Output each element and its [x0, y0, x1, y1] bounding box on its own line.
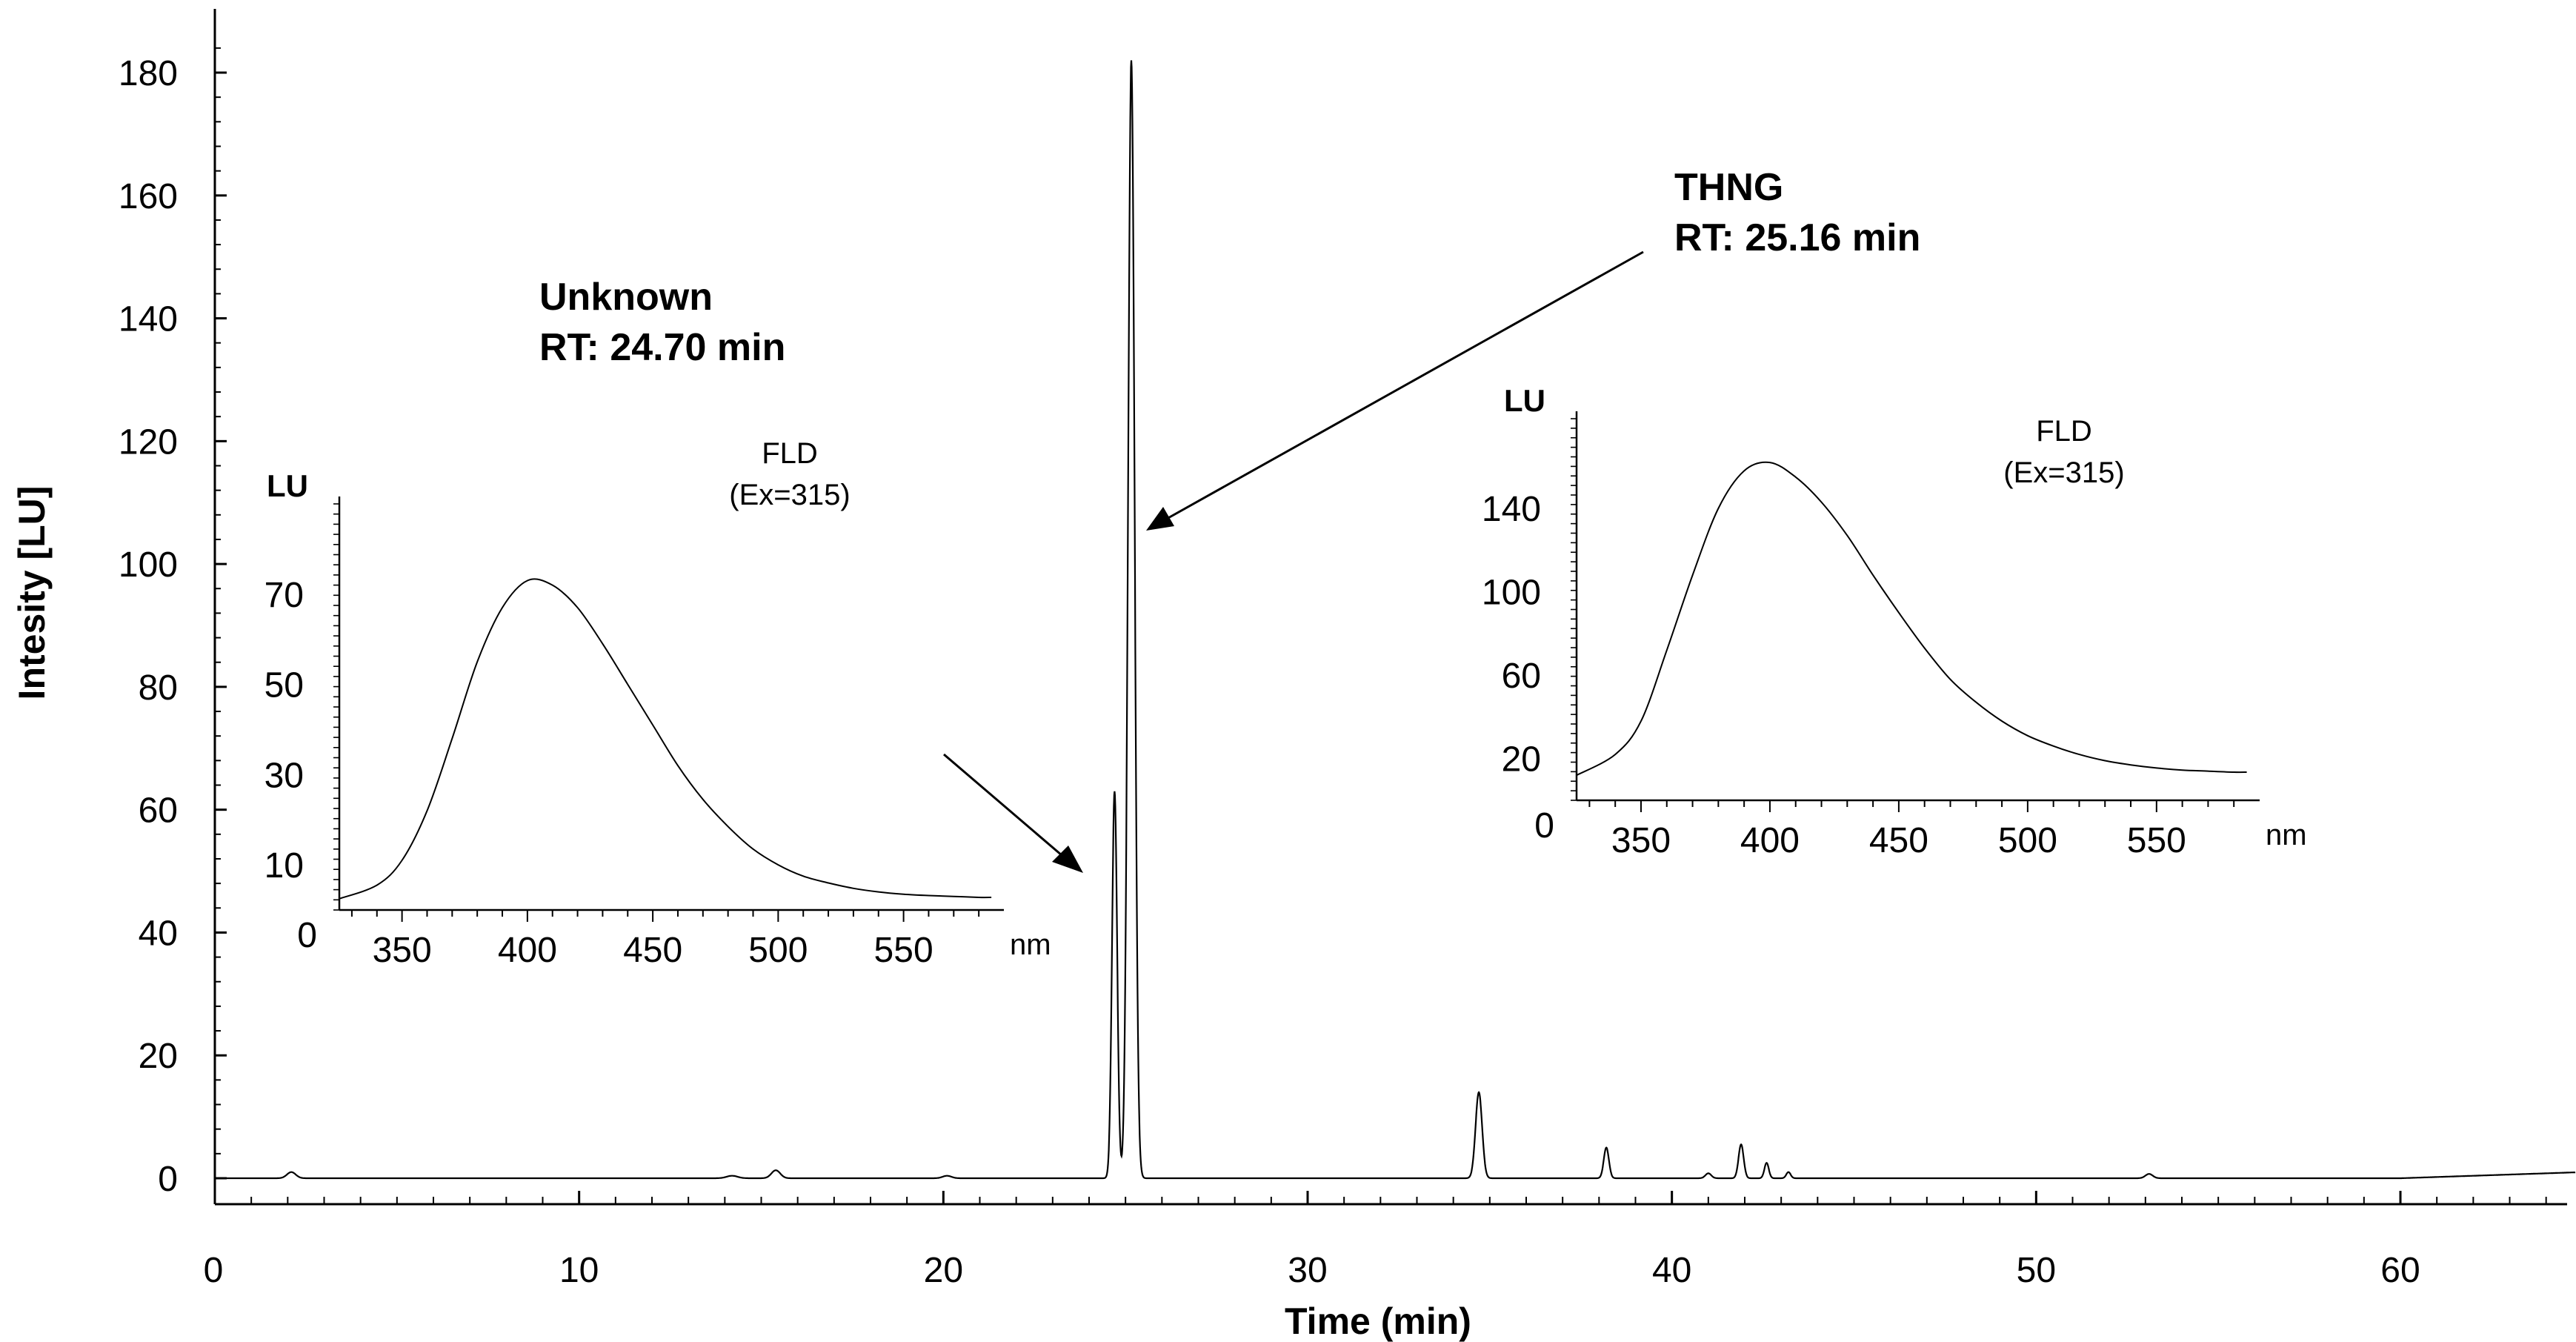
x-tick-label: 20	[924, 1251, 963, 1290]
x-tick-label: 0	[204, 1251, 224, 1290]
x-axis-title: Time (min)	[1285, 1301, 1471, 1342]
inset-title-excitation: (Ex=315)	[2003, 456, 2124, 489]
inset-y-tick-label: 60	[1502, 657, 1541, 696]
inset-y-tick-label: 100	[1482, 574, 1541, 613]
y-tick-label: 100	[119, 545, 178, 585]
inset-x-tick-label: 450	[1869, 821, 1928, 860]
inset-y-tick-label: 10	[264, 846, 304, 886]
inset-x-tick-label: 500	[748, 931, 808, 970]
inset-x-tick-label: 500	[1998, 821, 2057, 860]
inset-y-tick-label: 30	[264, 756, 304, 795]
inset-title-excitation: (Ex=315)	[729, 479, 850, 511]
inset-y-zero-label: 0	[1534, 806, 1554, 846]
y-tick-label: 120	[119, 422, 178, 462]
inset-spectrum-curve	[339, 578, 992, 900]
y-tick-label: 180	[119, 54, 178, 93]
inset-x-unit: nm	[1010, 929, 1051, 961]
inset-x-tick-label: 400	[498, 931, 557, 970]
inset-title-detector: FLD	[2036, 415, 2092, 448]
chromatogram-trace	[215, 60, 2576, 1180]
x-tick-label: 60	[2380, 1251, 2420, 1290]
annotation-unknown-rt: RT: 24.70 min	[539, 326, 785, 369]
inset-spectrum-curve	[1576, 461, 2247, 777]
x-tick-label: 10	[559, 1251, 599, 1290]
inset-thng-spectrum: 350 400 450 500 550 20 60 100 140 0 nm LU FLD (Ex=315…	[1482, 383, 2307, 860]
annotation-thng-name: THNG	[1674, 166, 1783, 209]
y-tick-label: 160	[119, 177, 178, 216]
inset-y-tick-label: 50	[264, 666, 304, 705]
inset-y-tick-label: 20	[1502, 740, 1541, 780]
inset-x-unit: nm	[2266, 819, 2307, 851]
inset-x-tick-label: 550	[2127, 821, 2186, 860]
inset-y-unit: LU	[1504, 383, 1545, 418]
inset-y-tick-label: 140	[1482, 490, 1541, 529]
x-tick-label: 30	[1288, 1251, 1327, 1290]
arrow-thng-head	[1146, 507, 1174, 531]
inset-y-tick-label: 70	[264, 576, 304, 615]
inset-x-tick-label: 400	[1740, 821, 1800, 860]
inset-y-zero-label: 0	[297, 916, 317, 955]
inset-x-tick-label: 350	[1611, 821, 1671, 860]
annotation-thng-rt: RT: 25.16 min	[1674, 216, 1920, 259]
arrow-unknown-shaft	[943, 753, 1068, 861]
y-tick-label: 20	[139, 1037, 178, 1076]
inset-y-unit: LU	[267, 468, 308, 503]
y-tick-label: 140	[119, 300, 178, 339]
y-axis-title: Intesity [LU]	[11, 486, 53, 700]
inset-x-tick-label: 450	[623, 931, 682, 970]
arrow-thng-shaft	[1166, 250, 1644, 520]
y-tick-label: 40	[139, 914, 178, 953]
y-tick-label: 0	[158, 1160, 178, 1199]
y-tick-label: 80	[139, 668, 178, 708]
inset-x-tick-label: 350	[373, 931, 432, 970]
arrow-unknown-head	[1052, 846, 1083, 873]
x-tick-label: 50	[2017, 1251, 2056, 1290]
x-tick-label: 40	[1652, 1251, 1691, 1290]
inset-title-detector: FLD	[762, 437, 818, 470]
annotation-unknown-name: Unknown	[539, 276, 713, 319]
inset-unknown-spectrum: 350 400 450 500 550 10 30 50 70 0 nm LU FLD (Ex=315)	[264, 437, 1051, 970]
inset-x-tick-label: 550	[874, 931, 933, 970]
y-tick-label: 60	[139, 791, 178, 831]
